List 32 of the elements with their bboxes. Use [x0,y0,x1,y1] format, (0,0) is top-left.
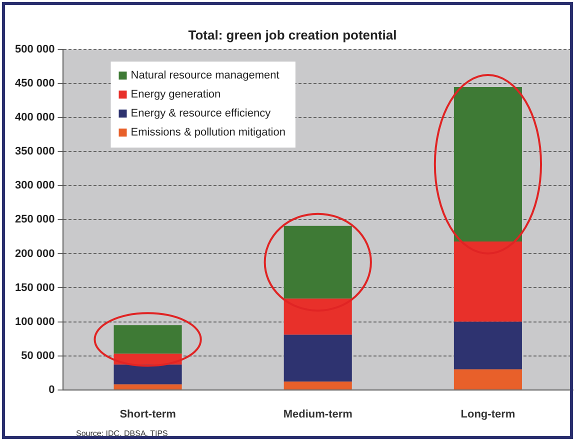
y-tick-label: 0 [48,384,55,396]
y-tick-label: 100 000 [14,316,55,328]
bar [454,241,522,322]
x-tick-label: Short-term [120,408,176,420]
y-tick-label: 450 000 [14,78,55,90]
legend-label: Emissions & pollution mitigation [130,126,286,139]
chart-title: Total: green job creation potential [188,27,397,42]
bar [454,369,522,390]
bar [284,226,352,299]
x-tick-label: Long-term [460,408,516,420]
bar [284,334,352,382]
legend-label: Natural resource management [130,70,280,82]
y-tick-label: 150 000 [14,282,55,294]
y-tick-label: 400 000 [14,112,55,124]
legend-label: Energy & resource efficiency [130,108,272,120]
bar [284,382,352,390]
x-tick-label: Medium-term [283,408,353,420]
bar [114,384,182,390]
bar [114,325,182,354]
y-tick-label: 250 000 [14,214,55,226]
y-tick-label: 500 000 [14,44,55,56]
source-note: Source: IDC, DBSA, TIPS [76,429,168,438]
y-tick-label: 200 000 [14,248,55,260]
y-tick-label: 350 000 [14,146,55,158]
legend-label: Energy generation [130,88,221,101]
bar [114,354,182,365]
bar [114,364,182,384]
bar [454,87,522,242]
bar [454,322,522,370]
y-tick-label: 300 000 [14,180,55,192]
bar [284,298,352,335]
y-tick-label: 50 000 [21,350,55,362]
